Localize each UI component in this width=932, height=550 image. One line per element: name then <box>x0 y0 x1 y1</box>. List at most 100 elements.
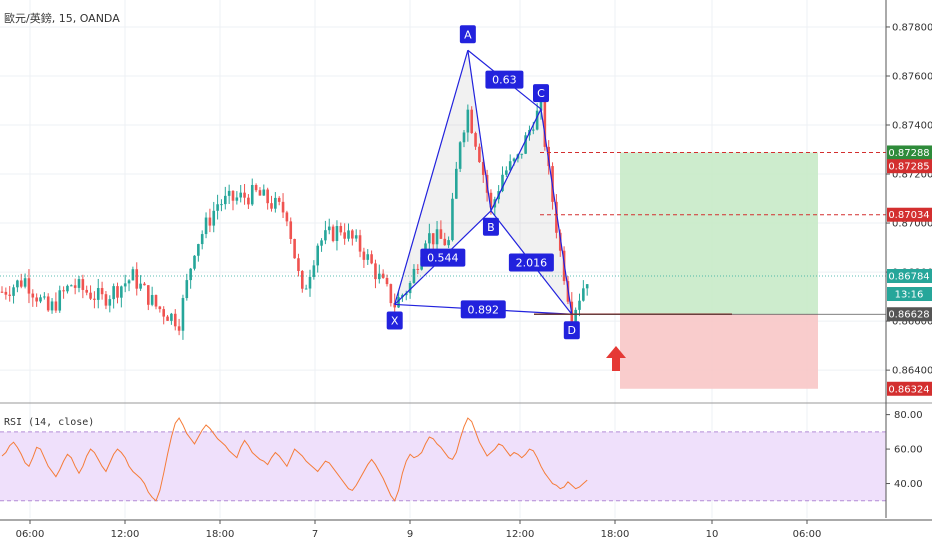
candle <box>289 221 293 239</box>
candle <box>277 197 281 202</box>
candle <box>158 306 162 310</box>
candle <box>474 133 477 147</box>
candle <box>385 278 389 285</box>
price-tag-bg <box>887 307 932 322</box>
candle <box>227 190 231 196</box>
price-tag-bg <box>887 159 932 174</box>
candle <box>258 190 262 196</box>
candle <box>143 283 146 286</box>
candle <box>185 280 189 299</box>
price-tag: 0.86784 <box>888 272 929 283</box>
candle <box>224 195 227 205</box>
candle <box>389 284 393 304</box>
candle <box>435 229 439 245</box>
candle <box>455 168 458 199</box>
candle <box>139 283 142 289</box>
candle <box>200 234 204 245</box>
candle <box>428 233 431 244</box>
price-tick-label: 0.86600 <box>892 317 932 328</box>
candle <box>555 201 558 233</box>
candle <box>4 291 8 295</box>
pattern-fill-bcd <box>490 109 572 315</box>
candle <box>247 197 250 205</box>
time-tick-label: 18:00 <box>206 529 235 540</box>
candle <box>308 276 312 289</box>
candle <box>439 229 443 239</box>
candle <box>532 129 535 131</box>
candle <box>12 287 15 296</box>
broker: OANDA <box>79 12 120 25</box>
candle <box>335 226 339 241</box>
candle <box>131 269 135 281</box>
candle <box>104 294 108 306</box>
candle <box>0 291 4 293</box>
candle <box>96 288 100 300</box>
candle <box>320 240 323 246</box>
candle <box>250 185 254 205</box>
chart-title: 歐元/英鎊, 15, OANDA <box>4 12 120 25</box>
candle <box>93 298 96 300</box>
price-tag: 0.87288 <box>888 148 929 159</box>
candle <box>505 170 508 175</box>
candle <box>381 273 385 279</box>
price-tag: 0.87034 <box>888 210 929 221</box>
candle <box>416 268 420 270</box>
candle <box>8 294 11 296</box>
candle <box>50 301 54 311</box>
candle <box>112 286 115 300</box>
candle <box>431 233 435 245</box>
candle <box>293 238 296 259</box>
time-tick-label: 18:00 <box>601 529 630 540</box>
pattern-line-cd <box>540 108 573 315</box>
candle <box>120 286 123 298</box>
candle <box>466 109 470 133</box>
rsi-line <box>1 417 588 502</box>
candle <box>77 279 81 288</box>
candle <box>189 268 192 281</box>
candle <box>447 240 450 246</box>
candle <box>481 162 485 175</box>
candle <box>327 226 331 231</box>
buy-arrow-icon <box>606 346 626 371</box>
candle <box>85 289 88 293</box>
candle <box>378 273 381 280</box>
candle <box>43 296 46 298</box>
candle <box>116 286 119 298</box>
candle <box>150 295 154 305</box>
candle <box>154 295 158 307</box>
candle <box>66 285 69 292</box>
candle <box>312 265 316 277</box>
candle <box>35 297 38 302</box>
pattern-line-ab <box>467 50 492 211</box>
point-label-bg <box>563 321 580 340</box>
candle <box>127 280 131 284</box>
point-label: D <box>568 324 576 337</box>
candle <box>324 230 327 241</box>
price-tick-label: 0.87600 <box>892 71 932 82</box>
candle <box>197 244 200 256</box>
candle <box>462 132 466 143</box>
candle <box>520 153 524 155</box>
candle <box>366 254 370 260</box>
candle <box>470 109 473 134</box>
candle <box>393 303 396 308</box>
candle <box>281 201 285 213</box>
candle <box>585 284 589 289</box>
candle <box>539 99 543 111</box>
point-label: X <box>391 314 399 327</box>
candle <box>27 278 31 294</box>
candle <box>374 263 377 280</box>
rsi-title: RSI (14, close) <box>4 417 95 428</box>
candle <box>451 198 454 241</box>
candle <box>524 135 527 154</box>
candle <box>443 238 447 246</box>
point-label-bg <box>386 311 403 330</box>
price-tag-bg <box>887 287 932 302</box>
candle <box>212 210 216 226</box>
candle <box>19 280 23 287</box>
candle <box>204 217 208 235</box>
ratio-label-bg <box>420 248 466 267</box>
candle <box>181 298 185 331</box>
